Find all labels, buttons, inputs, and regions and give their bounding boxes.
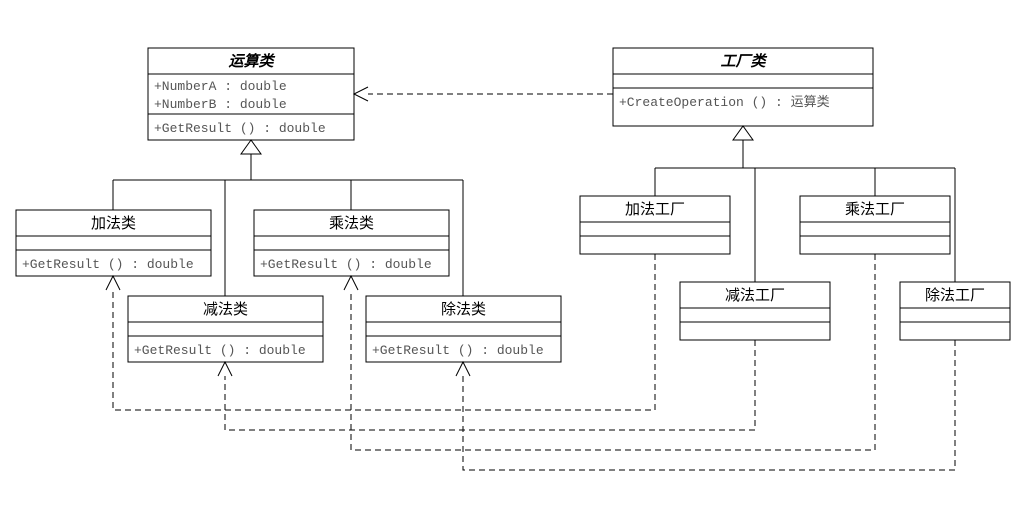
class-box-divF: 除法工厂 [900, 282, 1010, 340]
svg-text:除法类: 除法类 [441, 301, 486, 318]
class-box-mulF: 乘法工厂 [800, 196, 950, 254]
svg-text:加法工厂: 加法工厂 [625, 201, 685, 218]
svg-text:减法工厂: 减法工厂 [725, 287, 785, 304]
class-box-factory: 工厂类 +CreateOperation () : 运算类 [613, 48, 873, 126]
class-box-subF: 减法工厂 [680, 282, 830, 340]
svg-text:+NumberA : double: +NumberA : double [154, 79, 287, 94]
svg-text:加法类: 加法类 [91, 215, 136, 232]
class-box-addF: 加法工厂 [580, 196, 730, 254]
svg-text:+CreateOperation () : 运算类: +CreateOperation () : 运算类 [619, 95, 830, 110]
svg-text:减法类: 减法类 [203, 301, 248, 318]
class-box-add: 加法类 +GetResult () : double [16, 210, 211, 276]
svg-text:+GetResult () : double: +GetResult () : double [260, 257, 432, 272]
svg-text:工厂类: 工厂类 [720, 53, 767, 70]
svg-text:+NumberB : double: +NumberB : double [154, 97, 287, 112]
svg-text:+GetResult () : double: +GetResult () : double [134, 343, 306, 358]
dependency-factory-to-operation [354, 87, 613, 101]
class-box-operation: 运算类 +NumberA : double +NumberB : double +Ge… [148, 48, 354, 140]
svg-text:+GetResult () : double: +GetResult () : double [22, 257, 194, 272]
uml-class-diagram: 运算类 +NumberA : double +NumberB : double +Ge… [0, 0, 1022, 521]
svg-text:+GetResult () : double: +GetResult () : double [154, 121, 326, 136]
class-box-div: 除法类 +GetResult () : double [366, 296, 561, 362]
class-box-mul: 乘法类 +GetResult () : double [254, 210, 449, 276]
svg-text:乘法类: 乘法类 [329, 215, 374, 232]
class-box-sub: 减法类 +GetResult () : double [128, 296, 323, 362]
svg-text:运算类: 运算类 [228, 52, 275, 70]
svg-text:乘法工厂: 乘法工厂 [845, 201, 905, 218]
svg-text:+GetResult () : double: +GetResult () : double [372, 343, 544, 358]
svg-text:除法工厂: 除法工厂 [925, 287, 985, 304]
